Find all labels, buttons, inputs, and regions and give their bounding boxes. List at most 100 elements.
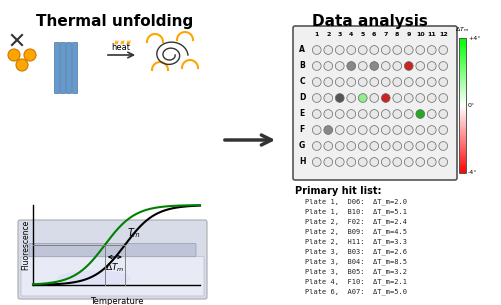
Circle shape [369,94,378,102]
Bar [458,170,465,171]
Text: H: H [299,157,305,167]
Circle shape [335,158,343,166]
Circle shape [426,109,435,118]
Bar [458,94,465,95]
Text: 12: 12 [438,33,447,38]
Circle shape [335,126,343,135]
Text: Plate 1,  D06:  ΔT_m=2.0: Plate 1, D06: ΔT_m=2.0 [305,198,406,205]
Bar [458,89,465,90]
Bar [458,132,465,134]
Circle shape [323,94,332,102]
Bar [458,160,465,161]
Circle shape [392,62,401,70]
Circle shape [358,142,366,150]
Circle shape [381,62,389,70]
Bar [458,52,465,53]
Circle shape [415,78,424,86]
Bar [458,56,465,57]
Bar [458,40,465,41]
Text: 8: 8 [394,33,399,38]
Bar [458,140,465,142]
Bar [458,75,465,76]
Bar [458,120,465,121]
Text: $\Delta T_m$: $\Delta T_m$ [105,261,124,274]
Bar [458,80,465,81]
Bar [458,109,465,110]
Bar [458,117,465,118]
Bar [458,44,465,45]
Circle shape [312,158,321,166]
Circle shape [323,78,332,86]
Circle shape [438,142,447,150]
Circle shape [312,78,321,86]
Bar [458,124,465,125]
Text: A: A [299,45,305,55]
Text: 3: 3 [337,33,341,38]
Bar [458,128,465,129]
Text: Fluorescence: Fluorescence [21,220,30,270]
Bar [458,121,465,122]
Circle shape [381,94,389,102]
Circle shape [438,126,447,135]
Bar [458,48,465,49]
Circle shape [438,62,447,70]
Circle shape [392,46,401,54]
Circle shape [426,78,435,86]
Circle shape [335,46,343,54]
Circle shape [312,142,321,150]
Bar [458,72,465,73]
Bar [458,83,465,84]
Bar [458,119,465,120]
Circle shape [312,62,321,70]
Bar [458,148,465,149]
Bar [458,130,465,131]
Text: Plate 3,  B04:  ΔT_m=8.5: Plate 3, B04: ΔT_m=8.5 [305,258,406,265]
Bar [458,110,465,111]
Text: Data analysis: Data analysis [312,14,427,29]
Circle shape [323,62,332,70]
FancyBboxPatch shape [55,42,60,94]
Text: 1: 1 [314,33,318,38]
Circle shape [369,62,378,70]
Bar [458,85,465,86]
Circle shape [392,158,401,166]
Circle shape [381,78,389,86]
Circle shape [426,126,435,135]
FancyBboxPatch shape [61,42,65,94]
Bar [458,78,465,80]
Circle shape [426,94,435,102]
Text: B: B [299,62,305,70]
Bar [458,138,465,139]
Bar [458,126,465,127]
Bar [458,103,465,104]
Bar [458,107,465,108]
Bar [458,106,465,107]
Circle shape [404,126,412,135]
Text: Plate 2,  B09:  ΔT_m=4.5: Plate 2, B09: ΔT_m=4.5 [305,228,406,235]
Text: Plate 4,  F10:  ΔT_m=2.1: Plate 4, F10: ΔT_m=2.1 [305,278,406,285]
Bar [458,63,465,64]
Text: E: E [299,109,304,119]
Text: F: F [299,125,304,135]
Bar [458,65,465,66]
Text: 9: 9 [406,33,410,38]
Circle shape [369,142,378,150]
Circle shape [404,94,412,102]
Circle shape [335,142,343,150]
Bar [458,38,465,173]
Circle shape [24,49,36,61]
Circle shape [312,109,321,118]
Text: 11: 11 [426,33,435,38]
Circle shape [323,158,332,166]
Circle shape [346,78,355,86]
Bar [458,165,465,166]
Text: $T_m$: $T_m$ [127,226,141,240]
Circle shape [346,158,355,166]
Bar [458,46,465,47]
Circle shape [8,49,20,61]
Bar [458,131,465,132]
Bar [458,58,465,59]
Bar [458,77,465,78]
Ellipse shape [57,271,131,286]
Bar [458,153,465,154]
